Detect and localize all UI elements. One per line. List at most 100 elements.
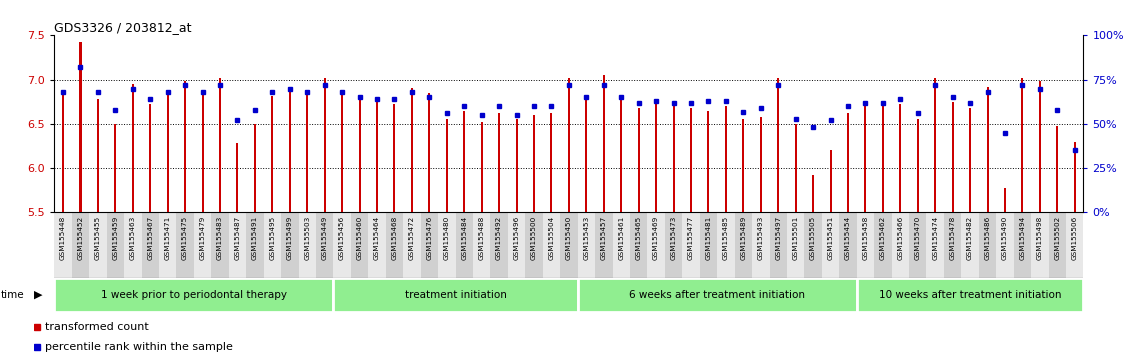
Bar <box>603 75 605 212</box>
Text: GSM155503: GSM155503 <box>304 216 310 260</box>
Bar <box>131 84 133 212</box>
Text: GSM155463: GSM155463 <box>130 216 136 260</box>
Text: GSM155496: GSM155496 <box>513 216 519 260</box>
Bar <box>690 108 692 212</box>
Bar <box>533 115 535 212</box>
Bar <box>585 99 587 212</box>
Text: GSM155460: GSM155460 <box>356 216 363 260</box>
Bar <box>369 212 386 278</box>
Bar <box>1067 212 1083 278</box>
Text: GSM155488: GSM155488 <box>478 216 485 260</box>
Bar <box>874 212 891 278</box>
Bar <box>638 108 640 212</box>
Bar <box>795 124 796 212</box>
Bar <box>247 212 264 278</box>
Text: GSM155481: GSM155481 <box>706 216 711 260</box>
Bar <box>822 212 839 278</box>
Bar <box>114 124 116 212</box>
Bar <box>149 104 152 212</box>
Bar <box>620 99 622 212</box>
Text: GSM155502: GSM155502 <box>1054 216 1061 260</box>
Bar <box>969 108 972 212</box>
Bar <box>89 212 106 278</box>
Bar <box>707 110 709 212</box>
Bar <box>403 212 421 278</box>
Bar <box>219 78 221 212</box>
Bar <box>578 278 856 312</box>
Text: GSM155453: GSM155453 <box>584 216 589 260</box>
Text: GSM155492: GSM155492 <box>497 216 502 260</box>
Bar <box>334 212 351 278</box>
Bar <box>543 212 560 278</box>
Bar <box>481 122 483 212</box>
Bar <box>1021 78 1024 212</box>
Text: GSM155478: GSM155478 <box>950 216 956 260</box>
Text: GSM155470: GSM155470 <box>915 216 921 260</box>
Bar <box>79 42 81 212</box>
Text: GSM155490: GSM155490 <box>1002 216 1008 260</box>
Bar <box>856 278 1083 312</box>
Text: GSM155482: GSM155482 <box>967 216 973 260</box>
Bar <box>673 106 674 212</box>
Bar <box>282 212 299 278</box>
Bar <box>351 212 369 278</box>
Bar <box>264 212 282 278</box>
Text: GSM155458: GSM155458 <box>863 216 869 260</box>
Bar <box>647 212 665 278</box>
Bar <box>899 104 901 212</box>
Bar <box>665 212 682 278</box>
Text: GSM155506: GSM155506 <box>1072 216 1078 260</box>
Text: time: time <box>1 290 25 300</box>
Bar <box>882 106 884 212</box>
Bar <box>630 212 647 278</box>
Bar <box>682 212 700 278</box>
Bar <box>176 212 193 278</box>
Bar <box>1073 142 1076 212</box>
Bar <box>551 113 553 212</box>
Bar <box>725 106 727 212</box>
Text: GSM155474: GSM155474 <box>932 216 939 260</box>
Bar <box>613 212 630 278</box>
Bar <box>560 212 578 278</box>
Bar <box>228 212 247 278</box>
Bar <box>394 104 396 212</box>
Bar <box>1048 212 1067 278</box>
Bar <box>525 212 543 278</box>
Text: GSM155477: GSM155477 <box>688 216 694 260</box>
Text: GSM155456: GSM155456 <box>339 216 345 260</box>
Bar <box>1004 188 1007 212</box>
Text: GSM155454: GSM155454 <box>845 216 851 260</box>
Bar <box>491 212 508 278</box>
Bar <box>917 120 918 212</box>
Bar <box>934 78 936 212</box>
Text: GSM155472: GSM155472 <box>409 216 415 260</box>
Text: GSM155459: GSM155459 <box>112 216 119 260</box>
Bar <box>787 212 804 278</box>
Bar <box>271 96 274 212</box>
Bar <box>856 212 874 278</box>
Text: percentile rank within the sample: percentile rank within the sample <box>45 342 233 352</box>
Bar <box>141 212 159 278</box>
Bar <box>752 212 769 278</box>
Bar <box>655 104 657 212</box>
Text: GSM155504: GSM155504 <box>549 216 554 260</box>
Bar <box>926 212 944 278</box>
Text: GSM155473: GSM155473 <box>671 216 676 260</box>
Text: GSM155466: GSM155466 <box>897 216 904 260</box>
Text: GSM155464: GSM155464 <box>374 216 380 260</box>
Text: GDS3326 / 203812_at: GDS3326 / 203812_at <box>54 21 192 34</box>
Bar <box>193 212 211 278</box>
Bar <box>891 212 909 278</box>
Text: GSM155448: GSM155448 <box>60 216 66 260</box>
Text: GSM155471: GSM155471 <box>165 216 171 260</box>
Bar <box>839 212 856 278</box>
Bar <box>124 212 141 278</box>
Bar <box>777 78 779 212</box>
Bar <box>804 212 822 278</box>
Bar <box>342 90 343 212</box>
Text: GSM155455: GSM155455 <box>95 216 101 260</box>
Bar <box>760 117 762 212</box>
Text: GSM155499: GSM155499 <box>287 216 293 260</box>
Text: GSM155450: GSM155450 <box>566 216 572 260</box>
Text: GSM155483: GSM155483 <box>217 216 223 260</box>
